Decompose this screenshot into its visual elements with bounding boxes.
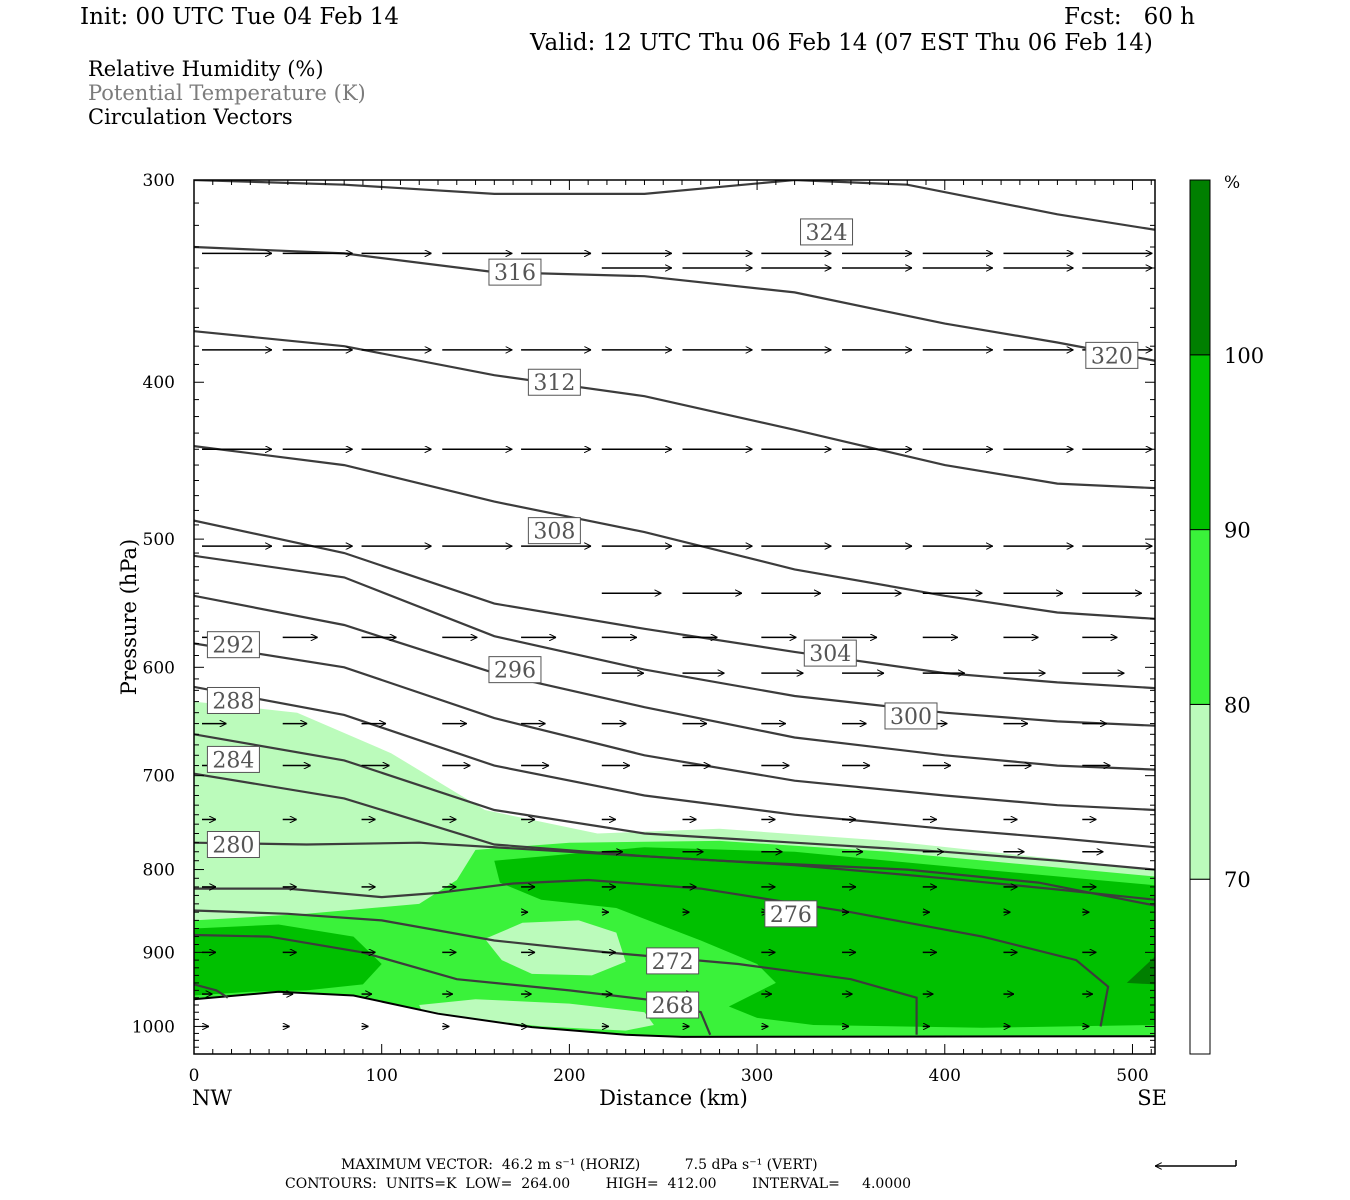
rh-hole-1: [419, 999, 654, 1031]
theta-label-280: 280: [212, 834, 254, 859]
theta-label-box-272: [646, 947, 700, 975]
colorbar-segment: [1189, 878, 1211, 1055]
theta-contour-312: [194, 445, 1155, 620]
theta-label-box-320: [1085, 341, 1139, 369]
x-tick-label: 300: [741, 1066, 773, 1086]
x-tick-label: 200: [553, 1066, 585, 1086]
theta-contour-276: [194, 878, 1110, 1027]
theta-label-box-280: [206, 831, 260, 859]
y-axis-label: Pressure (hPa): [117, 539, 141, 695]
theta-label-box-268: [646, 991, 700, 1019]
theta-label-296: 296: [494, 659, 536, 684]
theta-label-box-288: [206, 686, 260, 714]
colorbar-segment: [1189, 529, 1211, 705]
colorbar-level-label: 80: [1224, 693, 1251, 717]
plot-area: 324 320 316 312 308 304 300 296 292 288 284 280 276 2…: [194, 180, 1155, 1054]
y-tick-label: 400: [143, 373, 175, 393]
colorbar-level-label: 100: [1224, 344, 1264, 368]
theta-label-288: 288: [212, 689, 254, 714]
theta-label-box-292: [206, 631, 260, 659]
theta-contour-280: [194, 841, 1155, 907]
theta-contour-296: [194, 642, 1155, 812]
colorbar-level-label: 70: [1224, 868, 1251, 892]
theta-label-box-276: [764, 900, 818, 928]
theta-label-276: 276: [770, 903, 812, 928]
rh-region-90-3: [494, 847, 1155, 1028]
x-end-label-nw: NW: [192, 1086, 232, 1110]
theta-label-box-284: [206, 745, 260, 773]
footer-contours: CONTOURS: UNITS=K LOW= 264.00 HIGH= 412.…: [285, 1176, 912, 1192]
x-end-label-se: SE: [1137, 1086, 1167, 1110]
x-tick-label: 400: [929, 1066, 961, 1086]
theta-label-box-316: [488, 258, 542, 286]
y-tick-label: 700: [143, 767, 175, 787]
colorbar-segment: [1189, 179, 1211, 356]
footer-max-vector: MAXIMUM VECTOR: 46.2 m s⁻¹ (HORIZ) 7.5 d…: [341, 1157, 818, 1173]
theta-label-box-300: [884, 702, 938, 730]
theta-label-308: 308: [533, 520, 575, 545]
theta-contour-300: [194, 594, 1155, 771]
y-tick-label: 300: [143, 171, 175, 191]
y-tick-label: 1000: [132, 1017, 175, 1037]
colorbar-level-label: 90: [1224, 519, 1251, 543]
theta-contour-288: [194, 733, 1155, 871]
rh-region-90-2: [194, 924, 382, 996]
theta-contour-316: [194, 330, 1155, 490]
colorbar-unit-label: %: [1224, 173, 1240, 193]
theta-label-272: 272: [652, 950, 694, 975]
x-tick-label: 100: [365, 1066, 397, 1086]
theta-label-284: 284: [212, 748, 254, 773]
rh-region-100-4: [1126, 956, 1155, 985]
theta-label-box-304: [803, 639, 857, 667]
theta-label-box-308: [527, 517, 581, 545]
below-ground-mask: [194, 991, 1155, 1054]
y-tick-label: 500: [143, 530, 175, 550]
theta-label-box-296: [488, 656, 542, 684]
theta-contour-304: [194, 554, 1155, 727]
x-axis-label: Distance (km): [599, 1086, 748, 1110]
theta-label-316: 316: [494, 261, 536, 286]
x-tick-label: 0: [189, 1066, 200, 1086]
plot-frame: [193, 179, 1156, 1055]
theta-contour-264: [194, 983, 229, 999]
theta-label-324: 324: [806, 221, 848, 246]
theta-contour-324: [194, 180, 1155, 231]
forecast-hour: Fcst: 60 h: [1064, 4, 1195, 30]
colorbar-segment: [1189, 703, 1211, 880]
theta-label-box-324: [800, 218, 854, 246]
init-time: Init: 00 UTC Tue 04 Feb 14: [80, 4, 400, 30]
field-label-vectors: Circulation Vectors: [88, 105, 293, 129]
y-tick-label: 600: [143, 658, 175, 678]
y-tick-label: 800: [143, 861, 175, 881]
theta-label-292: 292: [212, 634, 254, 659]
valid-time: Valid: 12 UTC Thu 06 Feb 14 (07 EST Thu …: [530, 30, 1153, 56]
theta-label-320: 320: [1091, 344, 1133, 369]
x-tick-label: 500: [1116, 1066, 1148, 1086]
theta-label-312: 312: [533, 371, 575, 396]
theta-label-304: 304: [809, 642, 851, 667]
theta-label-box-312: [527, 368, 581, 396]
theta-contour-320: [194, 245, 1155, 362]
colorbar-segment: [1189, 354, 1211, 531]
theta-label-300: 300: [890, 705, 932, 730]
y-tick-label: 900: [143, 943, 175, 963]
field-label-rh: Relative Humidity (%): [88, 57, 324, 81]
theta-label-268: 268: [652, 994, 694, 1019]
theta-contour-308: [194, 519, 1155, 690]
field-label-theta: Potential Temperature (K): [88, 81, 366, 105]
